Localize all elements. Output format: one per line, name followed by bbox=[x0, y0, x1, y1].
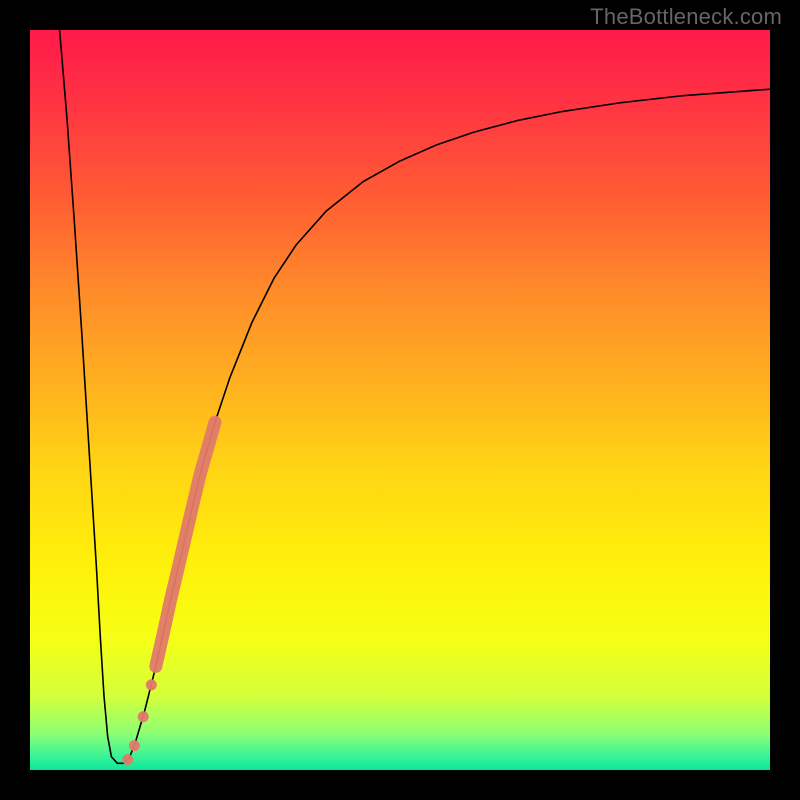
plot-svg bbox=[30, 30, 770, 770]
plot-frame bbox=[30, 30, 770, 770]
marker-dot bbox=[129, 740, 140, 751]
marker-dot bbox=[122, 754, 133, 765]
watermark-text: TheBottleneck.com bbox=[590, 4, 782, 30]
gradient-background bbox=[30, 30, 770, 770]
marker-dot bbox=[146, 679, 157, 690]
marker-dot bbox=[138, 711, 149, 722]
chart-container: TheBottleneck.com bbox=[0, 0, 800, 800]
